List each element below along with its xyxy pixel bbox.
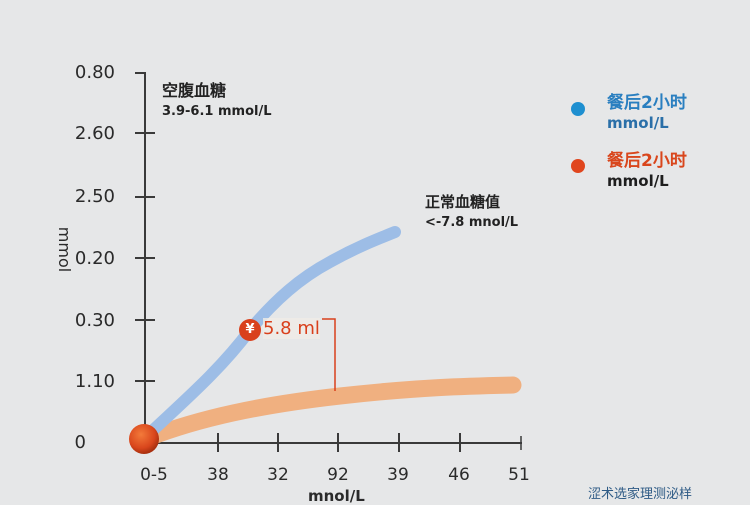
series-orange-line [139, 376, 522, 447]
x-tick-label: 46 [448, 465, 470, 485]
y-axis-label: mmol [55, 226, 75, 273]
legend-item-red: 餐后2小时 mmol/L [565, 146, 745, 206]
fasting-annotation: 空腹血糖 3.9-6.1 mmol/L [162, 77, 272, 119]
y-tick-label: 2.50 [74, 186, 115, 207]
x-axis-ticks [217, 433, 522, 452]
x-tick-label: 51 [508, 465, 530, 485]
x-tick-label: 32 [267, 465, 289, 485]
x-tick-label: 92 [327, 465, 349, 485]
y-axis-ticks [135, 72, 155, 382]
y-tick-label: 0.20 [74, 248, 115, 269]
x-tick-label: 38 [207, 465, 229, 485]
yen-icon: ¥ [239, 319, 261, 341]
legend-item-blue: 餐后2小时 mmol/L [565, 86, 745, 146]
y-tick-label: 0.80 [74, 62, 115, 83]
x-tick-label: 0-5 [140, 465, 168, 485]
normal-annotation: 正常血糖值 <-7.8 mnol/L [425, 191, 518, 230]
legend-title: 餐后2小时 [607, 93, 687, 113]
legend-title: 餐后2小时 [607, 151, 687, 171]
y-tick-label: 2.60 [74, 123, 115, 144]
marker-bracket [322, 318, 336, 391]
legend-dot-red [571, 159, 585, 173]
normal-title: 正常血糖值 [425, 193, 501, 211]
y-tick-label: 0.30 [74, 310, 115, 331]
normal-range: <-7.8 mnol/L [425, 215, 519, 230]
legend-dot-blue [571, 102, 585, 116]
y-tick-label: 1.10 [74, 371, 115, 392]
x-tick-label: 39 [387, 465, 409, 485]
legend: 餐后2小时 mmol/L 餐后2小时 mmol/L [565, 86, 745, 206]
fasting-range: 3.9-6.1 mmol/L [162, 104, 272, 119]
fasting-title: 空腹血糖 [162, 81, 227, 100]
series-blue-line [144, 226, 401, 439]
y-tick-label: 0 [74, 432, 86, 453]
legend-unit: mmol/L [607, 114, 669, 132]
marker-value: 5.8 ml [263, 318, 320, 339]
legend-unit: mmol/L [607, 172, 669, 190]
x-axis-label: mnol/L [308, 487, 365, 505]
origin-point [129, 424, 159, 454]
watermark-text: 涩术选家理测泌样 [588, 487, 693, 502]
